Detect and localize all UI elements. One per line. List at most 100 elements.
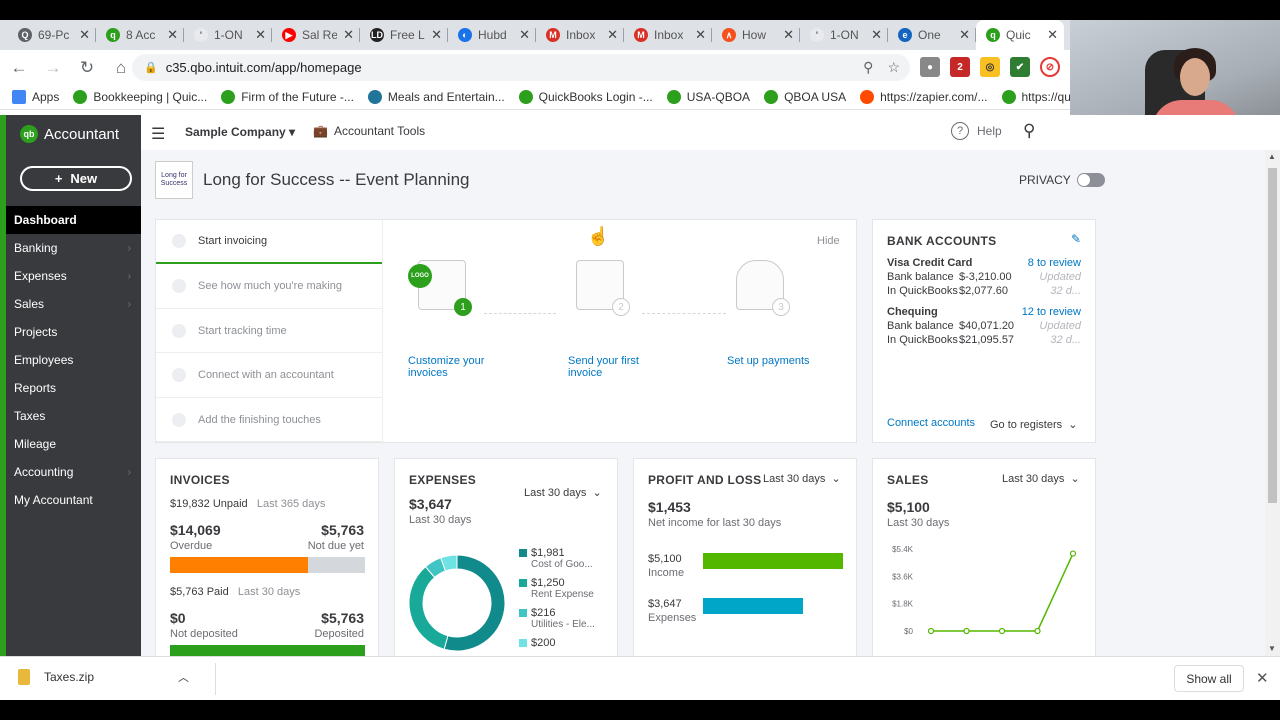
setup-step[interactable]: Start tracking time <box>156 309 382 354</box>
browser-tab[interactable]: ∧ How ✕ <box>712 20 800 50</box>
legend-item[interactable]: $1,981 Cost of Goo... <box>519 547 617 570</box>
go-to-registers[interactable]: Go to registers ⌄ <box>990 418 1077 431</box>
period-dropdown[interactable]: Last 30 days ⌄ <box>524 486 602 499</box>
send-invoice-link[interactable]: Send your first invoice <box>568 355 639 379</box>
bookmark-item[interactable]: Firm of the Future -... <box>221 90 354 104</box>
browser-tab[interactable]: ' 1-ON ✕ <box>800 20 888 50</box>
sidebar-item-sales[interactable]: Sales › <box>6 290 141 318</box>
new-button[interactable]: + New <box>20 166 132 191</box>
paid-bar[interactable] <box>170 645 365 659</box>
legend-item[interactable]: $200 <box>519 637 617 649</box>
sidebar-item-accounting[interactable]: Accounting › <box>6 458 141 486</box>
toggle-switch[interactable] <box>1076 173 1105 187</box>
search-icon[interactable]: ⚲ <box>1023 121 1036 140</box>
close-tab-icon[interactable]: ✕ <box>871 27 882 42</box>
sidebar-item-dashboard[interactable]: Dashboard <box>6 206 141 234</box>
company-switcher[interactable]: Sample Company ▾ <box>185 125 296 139</box>
deposited-segment[interactable] <box>170 645 365 659</box>
setup-step[interactable]: See how much you're making <box>156 265 382 309</box>
extension-icon[interactable]: ⊘ <box>1040 57 1060 77</box>
legend-item[interactable]: $216 Utilities - Ele... <box>519 607 617 630</box>
close-tab-icon[interactable]: ✕ <box>1047 27 1058 42</box>
close-tab-icon[interactable]: ✕ <box>79 27 90 42</box>
review-link[interactable]: 8 to review <box>1027 257 1081 269</box>
sales-point[interactable] <box>963 627 970 635</box>
zoom-icon[interactable]: ⚲ <box>863 59 874 75</box>
legend-item[interactable]: $1,250 Rent Expense <box>519 577 617 600</box>
star-icon[interactable]: ☆ <box>887 59 900 75</box>
unpaid-bar[interactable] <box>170 557 365 573</box>
address-bar[interactable]: 🔒 c35.qbo.intuit.com/app/homepage ⚲ ☆ <box>132 54 910 81</box>
extension-icon[interactable]: ◎ <box>980 57 1000 77</box>
sidebar-item-taxes[interactable]: Taxes <box>6 402 141 430</box>
sidebar-item-expenses[interactable]: Expenses › <box>6 262 141 290</box>
sidebar-item-my-accountant[interactable]: My Accountant <box>6 486 141 514</box>
privacy-toggle[interactable]: PRIVACY <box>1019 173 1105 187</box>
back-icon[interactable]: ← <box>10 57 28 77</box>
browser-tab[interactable]: q 8 Acc ✕ <box>96 20 184 50</box>
browser-tab[interactable]: ▶ Sal Re ✕ <box>272 20 360 50</box>
bookmark-item[interactable]: https://quick <box>1001 90 1086 104</box>
close-tab-icon[interactable]: ✕ <box>519 27 530 42</box>
sales-point[interactable] <box>927 627 935 635</box>
bookmark-item[interactable]: QuickBooks Login -... <box>518 90 653 104</box>
reload-icon[interactable]: ↻ <box>79 57 95 77</box>
bookmark-item[interactable]: USA-QBOA <box>666 90 750 104</box>
hide-link[interactable]: Hide <box>817 235 840 247</box>
scrollbar-thumb[interactable] <box>1268 168 1277 503</box>
browser-tab[interactable]: Q 69-Pc ✕ <box>8 20 96 50</box>
browser-tab[interactable]: e One ✕ <box>888 20 976 50</box>
bookmark-item[interactable]: Bookkeeping | Quic... <box>73 90 207 104</box>
page-scrollbar[interactable]: ▲ ▼ <box>1265 150 1280 656</box>
bookmark-item[interactable]: QBOA USA <box>764 90 846 104</box>
setup-step[interactable]: Start invoicing <box>156 220 382 264</box>
sales-point[interactable] <box>998 627 1006 635</box>
close-tab-icon[interactable]: ✕ <box>167 27 178 42</box>
download-item[interactable]: Taxes.zip ︿ <box>18 669 189 685</box>
expenses-donut[interactable] <box>407 553 507 653</box>
donut-slice[interactable] <box>440 554 458 572</box>
not-due-segment[interactable] <box>308 557 365 573</box>
sidebar-item-mileage[interactable]: Mileage <box>6 430 141 458</box>
accountant-tools-button[interactable]: 💼 Accountant Tools <box>313 124 425 138</box>
brand[interactable]: qb Accountant <box>20 125 119 143</box>
overdue-segment[interactable] <box>170 557 309 573</box>
extension-icon[interactable]: ✔ <box>1010 57 1030 77</box>
help-button[interactable]: ? Help <box>951 122 1002 140</box>
close-tab-icon[interactable]: ✕ <box>695 27 706 42</box>
browser-tab[interactable]: q Quic ✕ <box>976 20 1064 50</box>
bookmark-item[interactable]: Apps <box>12 90 59 104</box>
close-tab-icon[interactable]: ✕ <box>607 27 618 42</box>
connect-accounts-link[interactable]: Connect accounts <box>887 417 976 429</box>
browser-tab[interactable]: M Inbox ✕ <box>624 20 712 50</box>
sales-point[interactable] <box>1069 550 1077 557</box>
edit-icon[interactable]: ✎ <box>1071 232 1082 246</box>
menu-icon[interactable]: ☰ <box>151 126 166 143</box>
customize-invoices-link[interactable]: Customize your invoices <box>408 355 485 379</box>
forward-icon[interactable]: → <box>44 57 62 77</box>
sidebar-item-banking[interactable]: Banking › <box>6 234 141 262</box>
home-icon[interactable]: ⌂ <box>115 57 127 77</box>
close-tab-icon[interactable]: ✕ <box>959 27 970 42</box>
sidebar-item-projects[interactable]: Projects <box>6 318 141 346</box>
close-tab-icon[interactable]: ✕ <box>431 27 442 42</box>
bookmark-item[interactable]: Meals and Entertain... <box>367 90 505 104</box>
close-tab-icon[interactable]: ✕ <box>343 27 354 42</box>
sidebar-item-reports[interactable]: Reports <box>6 374 141 402</box>
show-all-button[interactable]: Show all <box>1174 665 1244 692</box>
period-dropdown[interactable]: Last 30 days ⌄ <box>1002 472 1080 485</box>
browser-tab[interactable]: ◐ Hubd ✕ <box>448 20 536 50</box>
sales-chart[interactable]: $5.4K $3.6K $1.8K $0 <box>873 535 1095 657</box>
browser-tab[interactable]: ' 1-ON ✕ <box>184 20 272 50</box>
review-link[interactable]: 12 to review <box>1021 306 1081 318</box>
sales-point[interactable] <box>1034 627 1041 635</box>
close-icon[interactable]: ✕ <box>1256 670 1269 687</box>
income-bar[interactable] <box>703 553 843 569</box>
setup-step[interactable]: Connect with an accountant <box>156 354 382 398</box>
close-tab-icon[interactable]: ✕ <box>255 27 266 42</box>
setup-payments-link[interactable]: Set up payments <box>727 355 810 367</box>
setup-step[interactable]: Add the finishing touches <box>156 398 382 443</box>
chevron-up-icon[interactable]: ︿ <box>178 672 189 684</box>
donut-slice[interactable] <box>443 554 506 652</box>
close-tab-icon[interactable]: ✕ <box>783 27 794 42</box>
